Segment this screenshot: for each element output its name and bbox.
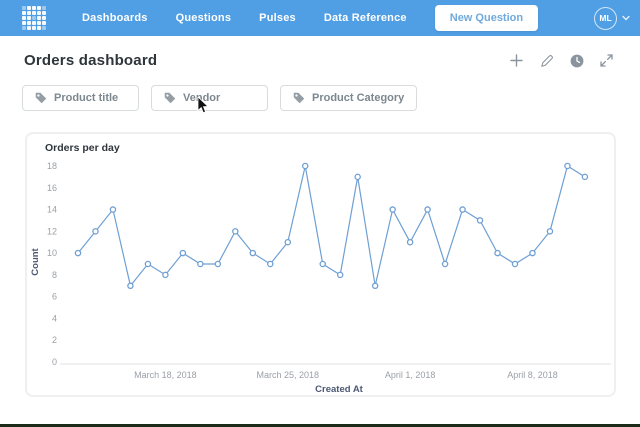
chart-card[interactable]: Orders per day 0 2 4 6 8 10 12 14 16 18 March 18, …	[25, 132, 616, 397]
svg-text:April 1, 2018: April 1, 2018	[385, 370, 436, 380]
svg-text:2: 2	[52, 335, 57, 345]
filter-label: Vendor	[183, 92, 221, 104]
svg-text:0: 0	[52, 357, 57, 367]
bottom-edge-divider	[0, 424, 640, 427]
svg-text:March 18, 2018: March 18, 2018	[134, 370, 197, 380]
orders-per-day-line-chart[interactable]: 0 2 4 6 8 10 12 14 16 18 March 18, 2018 March 25, 2…	[27, 134, 614, 395]
header-icons	[509, 53, 614, 68]
filter-vendor[interactable]: Vendor	[151, 85, 268, 111]
tag-icon	[293, 92, 305, 104]
add-card-plus-icon[interactable]	[509, 53, 524, 68]
nav-right: ML	[594, 6, 630, 30]
svg-text:6: 6	[52, 292, 57, 302]
svg-text:14: 14	[47, 205, 57, 215]
svg-text:18: 18	[47, 161, 57, 171]
svg-text:12: 12	[47, 226, 57, 236]
chevron-down-icon[interactable]	[622, 15, 630, 21]
svg-text:10: 10	[47, 248, 57, 258]
mouse-cursor	[197, 97, 209, 114]
nav-dashboards[interactable]: Dashboards	[82, 12, 148, 24]
svg-text:4: 4	[52, 313, 57, 323]
avatar[interactable]: ML	[594, 6, 617, 30]
nav-data-reference[interactable]: Data Reference	[323, 12, 407, 24]
page-title: Orders dashboard	[24, 52, 158, 69]
svg-text:April 8, 2018: April 8, 2018	[507, 370, 558, 380]
svg-text:March 25, 2018: March 25, 2018	[256, 370, 319, 380]
svg-text:16: 16	[47, 183, 57, 193]
history-clock-icon[interactable]	[569, 53, 584, 68]
new-question-button[interactable]: New Question	[434, 5, 539, 31]
tag-icon	[164, 92, 176, 104]
tag-icon	[35, 92, 47, 104]
filter-label: Product Category	[312, 92, 405, 104]
nav-questions[interactable]: Questions	[175, 12, 232, 24]
svg-text:8: 8	[52, 270, 57, 280]
filter-label: Product title	[54, 92, 119, 104]
nav-pulses[interactable]: Pulses	[259, 12, 296, 24]
fullscreen-icon[interactable]	[599, 53, 614, 68]
filter-product-category[interactable]: Product Category	[280, 85, 418, 111]
filter-bar: Product title Vendor Product Category	[0, 75, 640, 111]
svg-text:Count: Count	[30, 247, 41, 275]
top-nav: Dashboards Questions Pulses Data Referen…	[0, 0, 640, 36]
dashboard-header: Orders dashboard	[0, 36, 640, 75]
chart-title: Orders per day	[45, 142, 120, 154]
nav-items: Dashboards Questions Pulses Data Referen…	[82, 12, 435, 24]
filter-product-title[interactable]: Product title	[22, 85, 139, 111]
edit-pencil-icon[interactable]	[539, 53, 554, 68]
svg-text:Created At: Created At	[315, 384, 364, 395]
metabase-logo-icon[interactable]	[22, 6, 46, 30]
